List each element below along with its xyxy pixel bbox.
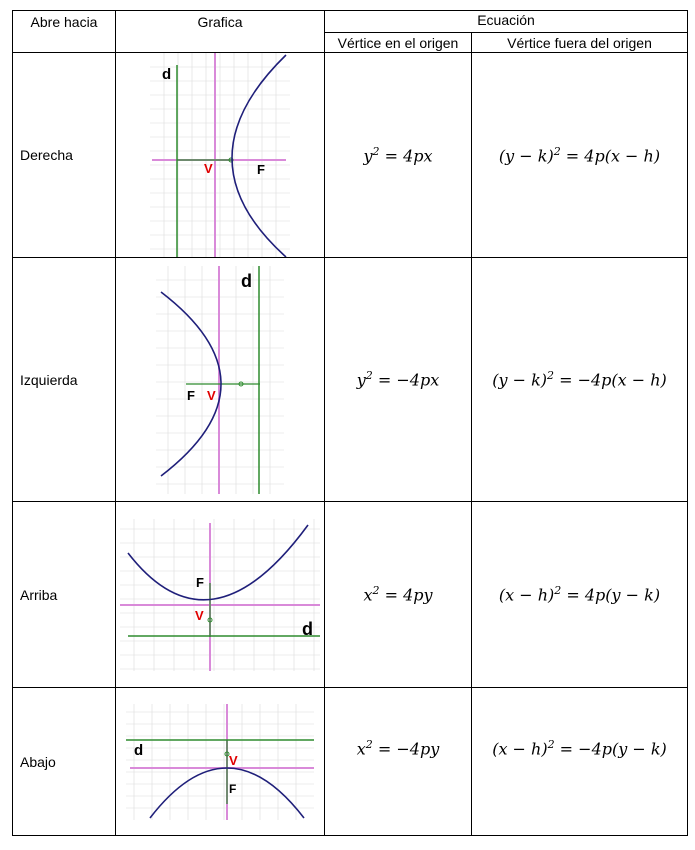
vertex-label: V — [204, 161, 213, 176]
equation: x2 = 4py — [363, 584, 432, 604]
focus-label: F — [187, 388, 195, 403]
eq-rhs: = 4py — [379, 585, 433, 605]
parabola-graph-down: d V F — [126, 703, 314, 820]
row-label-abajo: Abajo — [12, 687, 116, 836]
eq-rhs: = 4p(x − h) — [560, 146, 661, 166]
equation: y2 = −4px — [357, 369, 439, 389]
header-vertex-origin-label: Vértice en el origen — [337, 34, 459, 51]
parabola-graph-left: d F V — [156, 265, 284, 494]
eq-lhs: y — [356, 370, 366, 390]
row-label-text: Derecha — [20, 147, 73, 163]
eq-rhs: = −4p(x − h) — [554, 370, 667, 390]
eq-lhs: (x − h) — [492, 739, 548, 759]
eq-origin-arriba: x2 = 4py — [324, 501, 472, 688]
eq-rhs: = −4py — [372, 739, 440, 759]
vertex-label: V — [207, 388, 216, 403]
parabola-curve — [149, 766, 305, 818]
directrix-label: d — [162, 66, 171, 83]
eq-exponent: 2 — [547, 369, 554, 383]
eq-shift-izquierda: (y − k)2 = −4p(x − h) — [471, 257, 688, 502]
eq-origin-izquierda: y2 = −4px — [324, 257, 472, 502]
eq-exponent: 2 — [372, 144, 380, 158]
eq-lhs: (y − k) — [498, 146, 554, 166]
equation: x2 = −4py — [357, 738, 439, 758]
eq-exponent: 2 — [365, 369, 373, 383]
parabola-curve — [127, 524, 309, 600]
vertex-label: V — [229, 753, 238, 768]
eq-origin-derecha: y2 = 4px — [324, 52, 472, 258]
parabola-graph-right: d V F — [150, 53, 290, 257]
focus-label: F — [257, 162, 265, 177]
focus-label: F — [229, 782, 236, 796]
header-opens-label: Abre hacia — [30, 14, 98, 30]
eq-lhs: x — [356, 739, 366, 759]
eq-lhs: y — [363, 146, 373, 166]
row-label-text: Izquierda — [20, 371, 78, 388]
eq-rhs: = −4px — [372, 370, 440, 390]
eq-lhs: x — [363, 585, 373, 605]
eq-rhs: = 4p(y − k) — [561, 585, 661, 605]
row-label-derecha: Derecha — [12, 52, 116, 258]
parabola-graph-up: F V d — [120, 518, 320, 671]
header-vertex-origin: Vértice en el origen — [324, 32, 472, 53]
eq-rhs: = −4p(y − k) — [554, 739, 667, 759]
eq-lhs: (x − h) — [498, 585, 555, 605]
eq-exponent: 2 — [372, 584, 380, 598]
eq-shift-derecha: (y − k)2 = 4p(x − h) — [471, 52, 688, 258]
eq-exponent: 2 — [365, 738, 373, 751]
row-label-text: Abajo — [20, 753, 56, 770]
parabola-curve — [231, 54, 287, 257]
equation: (x − h)2 = −4p(y − k) — [492, 738, 667, 758]
header-vertex-off-origin: Vértice fuera del origen — [471, 32, 688, 53]
directrix-label: d — [241, 271, 252, 291]
directrix-label: d — [134, 742, 143, 759]
eq-exponent: 2 — [554, 584, 562, 598]
eq-exponent: 2 — [547, 738, 555, 751]
header-equation: Ecuación — [324, 10, 688, 33]
graph-cell-abajo: d V F — [115, 687, 325, 836]
header-opens: Abre hacia — [12, 10, 116, 53]
parabola-curve — [160, 290, 222, 477]
vertex-label: V — [195, 608, 204, 623]
eq-shift-arriba: (x − h)2 = 4p(y − k) — [471, 501, 688, 688]
row-label-izquierda: Izquierda — [12, 257, 116, 502]
equation: y2 = 4px — [363, 145, 432, 165]
eq-shift-abajo: (x − h)2 = −4p(y − k) — [471, 687, 688, 836]
row-label-arriba: Arriba — [12, 501, 116, 688]
equation: (y − k)2 = 4p(x − h) — [499, 145, 660, 165]
graph-cell-arriba: F V d — [115, 501, 325, 688]
eq-exponent: 2 — [553, 144, 561, 158]
eq-lhs: (y − k) — [492, 370, 547, 390]
header-graph: Grafica — [115, 10, 325, 53]
header-graph-label: Grafica — [197, 14, 243, 30]
row-label-text: Arriba — [20, 586, 58, 603]
header-vertex-off-origin-label: Vértice fuera del origen — [507, 34, 652, 51]
eq-origin-abajo: x2 = −4py — [324, 687, 472, 836]
graph-cell-izquierda: d F V — [115, 257, 325, 502]
eq-rhs: = 4px — [379, 146, 433, 166]
graph-cell-derecha: d V F — [115, 52, 325, 258]
equation: (x − h)2 = 4p(y − k) — [499, 584, 660, 604]
directrix-label: d — [302, 619, 313, 639]
equation: (y − k)2 = −4p(x − h) — [492, 369, 667, 389]
header-equation-label: Ecuación — [477, 12, 535, 28]
focus-label: F — [196, 575, 204, 590]
